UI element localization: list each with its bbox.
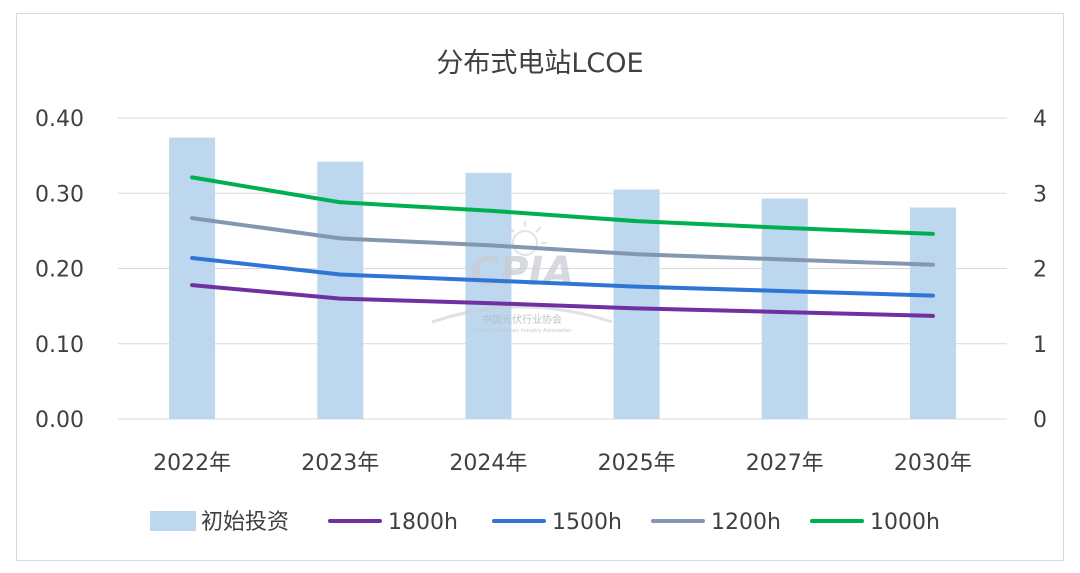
y-left-tick-label: 0.00	[35, 408, 84, 433]
legend-label: 1200h	[711, 510, 781, 535]
legend-swatch-bar	[150, 511, 196, 531]
legend-label: 1800h	[388, 510, 458, 535]
series-line-1200h	[190, 216, 935, 267]
gridlines	[118, 117, 1007, 420]
x-tick-label: 2024年	[449, 451, 527, 476]
watermark-cpia: CPIA	[470, 249, 575, 295]
series-line-1500h	[190, 256, 935, 298]
series-line-1000h	[190, 175, 935, 236]
y-right-tick-label: 2	[1033, 258, 1047, 283]
x-axis: 2022年 2023年 2024年 2025年 2027年 2030年	[153, 451, 972, 476]
bar-initial-investment	[761, 198, 808, 419]
bar-series	[169, 137, 956, 419]
y-right-tick-label: 1	[1033, 333, 1047, 358]
watermark-org-cn: 中国光伏行业协会	[482, 313, 562, 326]
legend-label: 1500h	[552, 510, 622, 535]
y-left-tick-label: 0.20	[35, 258, 84, 283]
x-tick-label: 2025年	[598, 451, 676, 476]
y-right-tick-label: 0	[1033, 408, 1047, 433]
legend: 初始投资 1800h 1500h 1200h 1000h	[150, 510, 940, 535]
x-tick-label: 2030年	[894, 451, 972, 476]
bar-initial-investment	[465, 172, 512, 419]
legend-label: 初始投资	[201, 510, 289, 535]
bar-initial-investment	[909, 207, 956, 419]
watermark-org-en: China Photovoltaic Industry Association	[473, 328, 572, 334]
y-right-tick-label: 4	[1033, 107, 1047, 132]
x-tick-label: 2023年	[301, 451, 379, 476]
chart-title: 分布式电站LCOE	[436, 48, 643, 79]
series-line-1800h	[190, 283, 935, 318]
bar-initial-investment	[613, 189, 660, 419]
bar-initial-investment	[169, 137, 216, 419]
y-axis-left: 0.00 0.10 0.20 0.30 0.40	[35, 107, 84, 433]
watermark-arc	[431, 305, 613, 324]
legend-label: 1000h	[870, 510, 940, 535]
y-right-tick-label: 3	[1033, 182, 1047, 207]
y-axis-right: 0 1 2 3 4	[1033, 107, 1047, 433]
y-left-tick-label: 0.40	[35, 107, 84, 132]
y-left-tick-label: 0.10	[35, 333, 84, 358]
line-series	[190, 175, 935, 318]
watermark-logo: CPIA 中国光伏行业协会 China Photovoltaic Industr…	[431, 221, 613, 334]
x-tick-label: 2022年	[153, 451, 231, 476]
sun-icon	[503, 221, 547, 256]
x-tick-label: 2027年	[746, 451, 824, 476]
y-left-tick-label: 0.30	[35, 182, 84, 207]
